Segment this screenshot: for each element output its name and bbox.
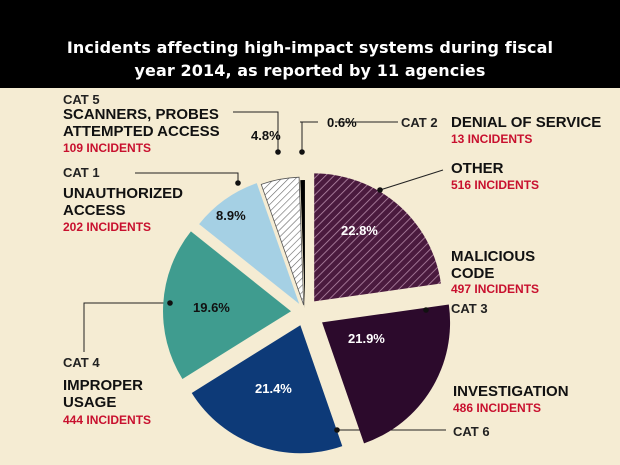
pie-slice-malicious	[322, 304, 451, 444]
category-label-cat2: CAT 2	[401, 115, 438, 130]
slice-name-malicious-code: MALICIOUS CODE	[451, 248, 536, 282]
slice-name-other: OTHER	[451, 160, 504, 177]
slice-name-scanners: SCANNERS, PROBES ATTEMPTED ACCESS	[63, 106, 220, 140]
leader-line-scanners	[233, 111, 279, 150]
pie-slice-improper	[163, 231, 292, 379]
slice-incidents-other: 516 INCIDENTS	[451, 178, 540, 192]
category-label-cat5: CAT 5	[63, 92, 100, 107]
leader-dot-dos	[299, 149, 305, 155]
slice-incidents-improper-usage: 444 INCIDENTS	[63, 413, 152, 427]
slice-name-unauthorized-access: UNAUTHORIZED ACCESS	[63, 185, 183, 219]
category-label-cat1: CAT 1	[63, 165, 100, 180]
leader-dot-improper	[167, 300, 173, 306]
pie-slice-other	[314, 173, 441, 302]
slice-percent-investigation: 21.4%	[255, 381, 292, 396]
leader-line-other	[379, 169, 444, 191]
leader-line-unauthorized	[135, 172, 239, 183]
slice-name-denial-of-service: DENIAL OF SERVICE	[451, 114, 602, 131]
pie-slice-dos	[300, 180, 305, 309]
title-banner: Incidents affecting high-impact systems …	[0, 0, 620, 88]
slice-name-improper-usage: IMPROPER USAGE	[63, 377, 144, 411]
category-label-cat6: CAT 6	[453, 424, 490, 439]
pie-slice-investigation	[191, 325, 343, 454]
slice-percent-denial-of-service: 0.6%	[327, 115, 357, 130]
slice-incidents-scanners: 109 INCIDENTS	[63, 141, 152, 155]
pie-slice-scanners	[260, 176, 305, 306]
chart-title-line-2: year 2014, as reported by 11 agencies	[134, 61, 486, 80]
leader-dot-unauthorized	[235, 180, 241, 186]
slice-incidents-malicious-code: 497 INCIDENTS	[451, 282, 540, 296]
category-label-cat4: CAT 4	[63, 355, 100, 370]
slice-name-investigation: INVESTIGATION	[453, 383, 569, 400]
leader-dot-other	[377, 187, 383, 193]
slice-percent-unauthorized-access: 8.9%	[216, 208, 246, 223]
chart-title-line-1: Incidents affecting high-impact systems …	[66, 38, 554, 57]
slice-percent-improper-usage: 19.6%	[193, 300, 230, 315]
slice-percent-malicious-code: 21.9%	[348, 331, 385, 346]
slice-incidents-denial-of-service: 13 INCIDENTS	[451, 132, 533, 146]
slice-incidents-investigation: 486 INCIDENTS	[453, 401, 542, 415]
slice-incidents-unauthorized-access: 202 INCIDENTS	[63, 220, 152, 234]
leader-dots	[167, 149, 429, 433]
leader-dot-malicious	[423, 307, 429, 313]
leader-dot-scanners	[275, 149, 281, 155]
slice-percent-other: 22.8%	[341, 223, 378, 238]
pie-slice-unauthorized	[199, 183, 300, 304]
leader-line-improper	[83, 302, 170, 352]
pie-slices	[163, 173, 451, 454]
category-label-cat3: CAT 3	[451, 301, 488, 316]
leader-dot-investigation	[334, 427, 340, 433]
slice-percent-scanners: 4.8%	[251, 128, 281, 143]
